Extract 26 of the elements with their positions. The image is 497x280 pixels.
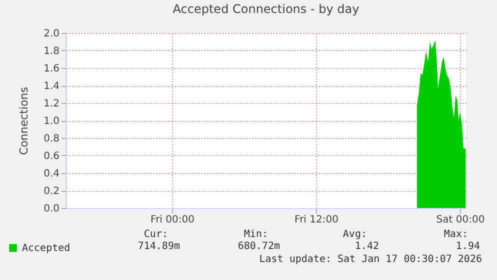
y-tick-label: 1.8 <box>44 46 60 57</box>
text: Last update: Sat Jan 17 00:30:07 2026 <box>259 254 482 265</box>
text: Max: <box>444 229 468 240</box>
text: 680.72m <box>238 241 280 252</box>
x-tick-label: Fri 00:00 <box>150 214 194 226</box>
y-axis-title: Connections <box>18 86 31 155</box>
y-tick-label: 0.0 <box>44 204 60 214</box>
text: 1.42 <box>354 241 379 252</box>
y-tick-label: 1.2 <box>44 98 60 110</box>
y-tick-label: 1.4 <box>44 81 60 92</box>
y-tick-label: 1.6 <box>44 64 60 74</box>
x-tick-label: Sat 00:00 <box>436 214 485 226</box>
y-tick-label: 0.6 <box>44 151 60 162</box>
y-tick-label: 0.2 <box>44 186 60 197</box>
y-tick-label: 0.4 <box>44 168 60 180</box>
text: Cur: <box>144 229 168 240</box>
text: 1.94 <box>456 241 480 252</box>
y-tick-label: 2.0 <box>44 28 60 40</box>
legend-label: Accepted <box>22 243 70 254</box>
chart-title: Accepted Connections - by day <box>172 2 360 16</box>
y-tick-label: 1.0 <box>44 116 60 127</box>
text: Avg: <box>342 229 367 240</box>
y-tick-label: 0.8 <box>44 134 60 144</box>
text: 714.89m <box>138 241 180 252</box>
x-tick-label: Fri 12:00 <box>294 214 338 226</box>
text: Min: <box>244 229 268 240</box>
